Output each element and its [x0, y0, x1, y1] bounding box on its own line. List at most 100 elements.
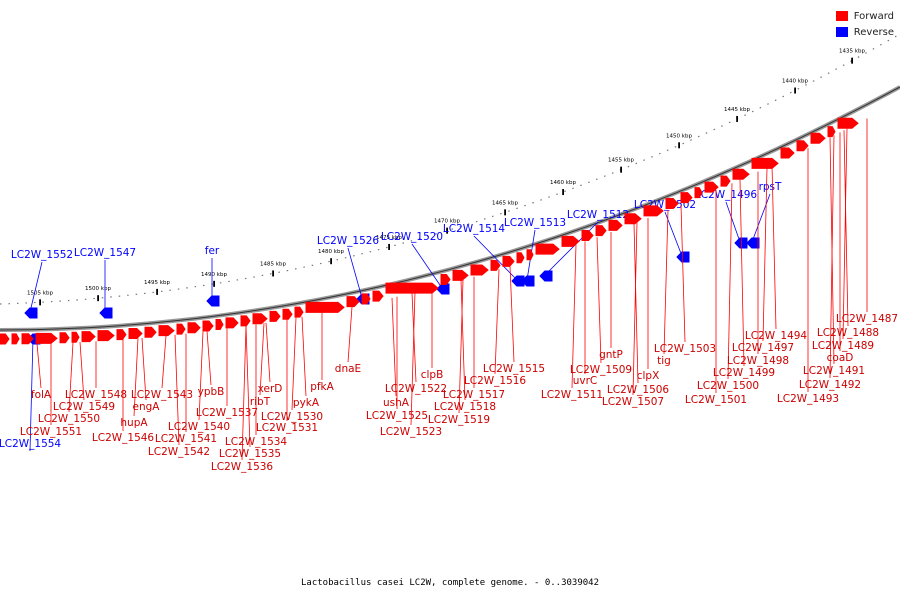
axis-tick-mark: [213, 280, 215, 287]
forward-gene-arrow[interactable]: [810, 132, 826, 144]
forward-gene-arrow[interactable]: [21, 333, 34, 345]
forward-gene-arrow[interactable]: [581, 229, 594, 241]
forward-gene-arrow[interactable]: [97, 330, 115, 342]
forward-gene-arrow[interactable]: [751, 157, 779, 169]
forward-gene-arrow[interactable]: [680, 192, 693, 204]
forward-gene-arrow[interactable]: [215, 319, 224, 331]
forward-gene-arrow[interactable]: [624, 213, 642, 225]
reverse-gene-label: fer: [205, 245, 220, 257]
forward-gene-arrow[interactable]: [361, 293, 371, 305]
forward-gene-arrow[interactable]: [0, 333, 10, 345]
forward-gene-arrow[interactable]: [720, 175, 731, 187]
forward-gene-arrow[interactable]: [694, 187, 703, 199]
forward-gene-arrow[interactable]: [269, 310, 281, 322]
axis-tick-mark: [562, 189, 564, 196]
forward-gene-arrow[interactable]: [827, 126, 836, 138]
reverse-gene-arrow[interactable]: [676, 251, 690, 263]
forward-gene-leader: [771, 165, 777, 330]
forward-gene-arrow[interactable]: [176, 323, 186, 335]
forward-gene-arrow[interactable]: [252, 313, 268, 325]
forward-gene-arrow[interactable]: [452, 269, 469, 281]
forward-gene-arrow[interactable]: [346, 296, 360, 308]
forward-gene-arrow[interactable]: [81, 331, 96, 343]
forward-gene-arrow[interactable]: [225, 317, 239, 329]
reverse-gene-leader: [29, 261, 43, 313]
forward-gene-arrow[interactable]: [144, 326, 157, 338]
forward-gene-label: LC2W_1503: [654, 343, 716, 355]
forward-gene-arrow[interactable]: [71, 331, 80, 343]
forward-gene-label: LC2W_1525: [366, 410, 428, 422]
axis-tick-mark: [156, 288, 158, 295]
axis-tick-label: 1435 kbp: [839, 49, 865, 55]
forward-gene-arrow[interactable]: [240, 315, 251, 327]
forward-gene-arrow[interactable]: [11, 333, 20, 345]
forward-gene-arrow[interactable]: [59, 332, 70, 344]
forward-gene-arrow[interactable]: [516, 252, 525, 264]
forward-gene-label: LC2W_1493: [777, 393, 839, 405]
reverse-gene-arrow[interactable]: [206, 295, 220, 307]
forward-gene-arrow[interactable]: [116, 329, 127, 341]
forward-gene-arrow[interactable]: [294, 306, 304, 318]
forward-gene-arrow[interactable]: [158, 325, 175, 337]
forward-gene-arrow[interactable]: [128, 327, 143, 339]
forward-gene-label: LC2W_1489: [812, 340, 874, 352]
forward-gene-arrow[interactable]: [502, 255, 515, 267]
forward-gene-arrow[interactable]: [704, 181, 719, 193]
forward-gene-arrow[interactable]: [608, 219, 623, 231]
forward-gene-arrow[interactable]: [837, 117, 859, 129]
forward-gene-arrow[interactable]: [372, 290, 384, 302]
forward-gene-label: LC2W_1488: [817, 327, 879, 339]
axis-tick-label: 1440 kbp: [782, 79, 808, 85]
reverse-gene-arrow[interactable]: [746, 237, 760, 249]
reverse-gene-arrow[interactable]: [99, 307, 113, 319]
reverse-gene-arrow[interactable]: [436, 283, 450, 295]
reverse-gene-label: LC2W_1513: [504, 217, 566, 229]
axis-tick-mark: [678, 142, 680, 149]
forward-gene-arrow[interactable]: [470, 264, 489, 276]
forward-gene-leader: [174, 334, 180, 446]
reverse-gene-leader: [725, 201, 741, 243]
forward-gene-label: LC2W_1501: [685, 394, 747, 406]
forward-gene-arrow[interactable]: [385, 282, 439, 294]
forward-gene-arrow[interactable]: [643, 205, 664, 217]
reverse-gene-leader: [411, 243, 443, 289]
forward-gene-arrow[interactable]: [732, 168, 750, 180]
forward-gene-label: LC2W_1515: [483, 363, 545, 375]
forward-gene-arrow[interactable]: [305, 301, 345, 313]
forward-gene-arrow[interactable]: [526, 249, 534, 261]
forward-gene-arrow[interactable]: [440, 273, 451, 285]
forward-gene-arrow[interactable]: [535, 243, 560, 255]
forward-gene-arrow[interactable]: [282, 308, 293, 320]
forward-gene-arrow[interactable]: [665, 198, 679, 210]
forward-gene-arrow[interactable]: [187, 322, 201, 334]
forward-gene-leader: [161, 335, 167, 389]
forward-gene-arrow[interactable]: [595, 225, 607, 237]
axis-tick-label: 1485 kbp: [260, 261, 286, 267]
reverse-gene-label: LC2W_1547: [74, 247, 136, 259]
forward-gene-arrow[interactable]: [490, 259, 501, 271]
forward-gene-arrow[interactable]: [780, 147, 795, 159]
forward-gene-arrow[interactable]: [202, 320, 214, 332]
forward-gene-label: LC2W_1546: [92, 432, 155, 444]
forward-gene-leader: [762, 167, 768, 342]
forward-gene-label: clpB: [421, 369, 444, 381]
forward-gene-label: LC2W_1551: [20, 426, 82, 438]
forward-gene-label: LC2W_1534: [225, 436, 288, 448]
forward-gene-leader: [458, 279, 464, 414]
reverse-swatch: [835, 27, 848, 37]
forward-gene-leader: [141, 337, 147, 401]
forward-gene-label: LC2W_1517: [443, 389, 505, 401]
forward-gene-arrow[interactable]: [561, 235, 580, 247]
forward-gene-label: gntP: [599, 349, 623, 361]
forward-gene-label: folA: [31, 389, 52, 401]
forward-gene-leader: [347, 306, 353, 363]
genome-caption: Lactobacillus casei LC2W, complete genom…: [300, 578, 599, 588]
forward-gene-arrow[interactable]: [35, 332, 58, 344]
forward-gene-label: dnaE: [335, 363, 361, 375]
forward-gene-label: LC2W_1500: [697, 380, 759, 392]
forward-gene-label: LC2W_1516: [464, 375, 527, 387]
reverse-gene-arrow[interactable]: [539, 270, 553, 282]
reverse-gene-label: rpsT: [759, 181, 782, 193]
genome-backbone: [0, 85, 900, 332]
forward-gene-arrow[interactable]: [796, 140, 809, 152]
